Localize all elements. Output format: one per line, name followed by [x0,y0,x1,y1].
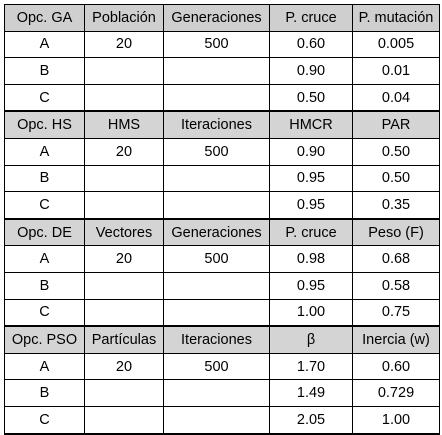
header-cell-param1: Partículas [84,325,164,354]
header-cell-param4: P. mutación [352,4,440,32]
cell-param2: 500 [163,352,270,381]
group-header-row: Opc. HS HMS Iteraciones HMCR PAR [4,110,440,139]
cell-option: C [4,83,85,113]
cell-param3: 1.70 [269,352,353,381]
cell-param1: 20 [84,137,164,166]
table-row: C 0.50 0.04 [4,83,440,113]
cell-param1 [84,164,164,193]
header-cell-param4: Inercia (w) [352,325,440,354]
cell-option: A [4,352,85,381]
table-row: C 0.95 0.35 [4,191,440,220]
cell-param3: 0.60 [269,30,353,59]
cell-param2 [163,83,270,113]
header-cell-param3: P. cruce [269,4,353,32]
cell-param2 [163,164,270,193]
parameter-table-body: Opc. GA Población Generaciones P. cruce P. m… [4,4,440,435]
table-row: A 20 500 0.60 0.005 [4,30,440,59]
cell-option: B [4,271,85,300]
cell-param4: 0.68 [352,245,440,273]
header-cell-param1: Población [84,4,164,32]
cell-param4: 0.005 [352,30,440,59]
cell-param1 [84,57,164,85]
cell-param4: 0.729 [352,379,440,407]
cell-param4: 1.00 [352,405,440,435]
cell-option: A [4,30,85,59]
cell-param1 [84,379,164,407]
cell-param1: 20 [84,30,164,59]
header-cell-param3: HMCR [269,110,353,139]
cell-param3: 1.49 [269,379,353,407]
header-cell-param2: Iteraciones [163,325,270,354]
cell-param4: 0.04 [352,83,440,113]
header-cell-option: Opc. DE [4,218,85,247]
cell-param2: 500 [163,30,270,59]
cell-option: B [4,57,85,85]
table-row: C 2.05 1.00 [4,405,440,435]
cell-param3: 0.50 [269,83,353,113]
cell-param4: 0.58 [352,271,440,300]
cell-param3: 0.90 [269,57,353,85]
header-cell-option: Opc. GA [4,4,85,32]
cell-param4: 0.35 [352,191,440,220]
group-header-row: Opc. PSO Partículas Iteraciones β Inercia (w… [4,325,440,354]
cell-param1 [84,83,164,113]
cell-param1 [84,191,164,220]
cell-option: B [4,379,85,407]
table-row: A 20 500 1.70 0.60 [4,352,440,381]
cell-param2 [163,298,270,328]
cell-param4: 0.50 [352,137,440,166]
header-cell-param1: HMS [84,110,164,139]
header-cell-param4: Peso (F) [352,218,440,247]
cell-option: B [4,164,85,193]
header-cell-option: Opc. HS [4,110,85,139]
table-row: B 1.49 0.729 [4,379,440,407]
header-cell-param3: P. cruce [269,218,353,247]
cell-param3: 0.95 [269,271,353,300]
cell-option: A [4,137,85,166]
table-row: B 0.95 0.58 [4,271,440,300]
table-row: A 20 500 0.90 0.50 [4,137,440,166]
cell-param2 [163,379,270,407]
table-row: A 20 500 0.98 0.68 [4,245,440,273]
header-cell-param2: Generaciones [163,4,270,32]
header-cell-param4: PAR [352,110,440,139]
header-cell-param3: β [269,325,353,354]
cell-option: C [4,191,85,220]
cell-param4: 0.01 [352,57,440,85]
cell-param4: 0.60 [352,352,440,381]
cell-param3: 0.95 [269,164,353,193]
group-header-row: Opc. GA Población Generaciones P. cruce P. m… [4,4,440,32]
header-cell-param2: Generaciones [163,218,270,247]
cell-option: A [4,245,85,273]
table-row: B 0.90 0.01 [4,57,440,85]
cell-param2 [163,271,270,300]
cell-param2: 500 [163,137,270,166]
cell-param1 [84,271,164,300]
header-cell-param1: Vectores [84,218,164,247]
cell-param4: 0.75 [352,298,440,328]
cell-param1 [84,298,164,328]
cell-param3: 0.98 [269,245,353,273]
parameter-table: Opc. GA Población Generaciones P. cruce P. m… [4,4,440,435]
cell-param1 [84,405,164,435]
cell-param2 [163,57,270,85]
cell-param1: 20 [84,245,164,273]
cell-param3: 0.95 [269,191,353,220]
header-cell-option: Opc. PSO [4,325,85,354]
cell-param2: 500 [163,245,270,273]
cell-param3: 2.05 [269,405,353,435]
table-row: B 0.95 0.50 [4,164,440,193]
cell-param2 [163,191,270,220]
table-row: C 1.00 0.75 [4,298,440,328]
cell-option: C [4,405,85,435]
cell-param1: 20 [84,352,164,381]
cell-param2 [163,405,270,435]
cell-param3: 0.90 [269,137,353,166]
group-header-row: Opc. DE Vectores Generaciones P. cruce Peso … [4,218,440,247]
cell-param3: 1.00 [269,298,353,328]
cell-param4: 0.50 [352,164,440,193]
cell-option: C [4,298,85,328]
header-cell-param2: Iteraciones [163,110,270,139]
